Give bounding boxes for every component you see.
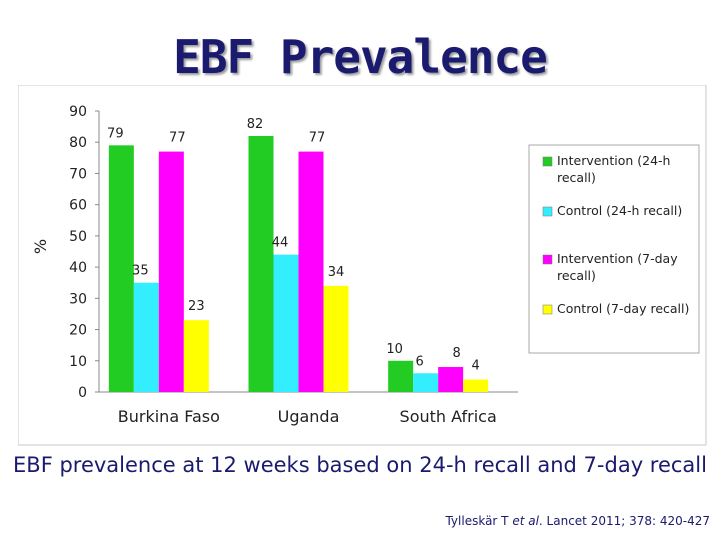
bar	[108, 145, 134, 392]
citation-source: . Lancet 2011; 378: 420-427	[538, 514, 710, 528]
data-label: 79	[107, 126, 124, 141]
y-tick-label: 70	[69, 166, 87, 182]
y-tick-label: 40	[69, 260, 87, 276]
x-tick-label: South Africa	[400, 407, 497, 426]
y-tick-label: 0	[78, 385, 87, 401]
data-label: 82	[247, 117, 264, 132]
chart-caption: EBF prevalence at 12 weeks based on 24-h…	[13, 453, 707, 477]
legend-swatch	[542, 254, 553, 265]
bars: 79 35 77 23 82 44 77 34 10 6 84	[107, 117, 489, 392]
bar	[133, 282, 159, 392]
legend-box	[528, 144, 700, 354]
legend-label: Control (24-h recall)	[557, 203, 682, 218]
legend-swatch	[542, 304, 553, 315]
y-tick-label: 60	[69, 198, 87, 214]
bar	[438, 367, 464, 392]
data-label: 34	[328, 265, 345, 280]
bar	[388, 360, 414, 392]
bar	[273, 254, 299, 392]
data-label: 23	[188, 299, 205, 314]
chart: 0 10 20 30 40 50 60 70 80 90% Burkina Faso Uganda So…	[18, 85, 707, 446]
bar	[158, 151, 184, 392]
data-label: 77	[309, 131, 326, 146]
slide-title: EBF Prevalence	[173, 30, 548, 84]
x-tick-label: Uganda	[278, 407, 340, 426]
bar	[248, 135, 274, 392]
legend-label: Intervention (24-h recall)	[557, 153, 670, 185]
data-label: 6	[416, 354, 424, 369]
citation-etal: et al	[512, 514, 539, 528]
legend-swatch	[542, 156, 553, 167]
legend-label: Control (7-day recall)	[557, 301, 689, 316]
x-tick-label: Burkina Faso	[118, 407, 220, 426]
data-label: 44	[272, 236, 289, 251]
data-label: 35	[132, 264, 149, 279]
data-label: 8	[453, 346, 461, 361]
legend: Intervention (24-h recall) Control (24-h r…	[528, 144, 700, 354]
data-label: 77	[169, 131, 186, 146]
legend-swatch	[542, 206, 553, 217]
bar	[183, 320, 209, 392]
data-label: 4	[472, 359, 480, 374]
citation-author: Tylleskär T	[445, 514, 513, 528]
y-axis-label: %	[31, 239, 50, 254]
y-tick-label: 30	[69, 291, 87, 307]
citation: Tylleskär T et al. Lancet 2011; 378: 420…	[445, 514, 710, 528]
y-tick-label: 90	[69, 104, 87, 120]
bar	[323, 285, 349, 392]
data-label: 10	[386, 342, 403, 357]
y-tick-label: 10	[69, 354, 87, 370]
y-tick-label: 50	[69, 229, 87, 245]
bar	[298, 151, 324, 392]
y-tick-label: 20	[69, 323, 87, 339]
bar	[463, 379, 489, 392]
bar	[413, 373, 439, 392]
legend-label: Intervention (7-day recall)	[557, 251, 678, 283]
y-tick-label: 80	[69, 135, 87, 151]
